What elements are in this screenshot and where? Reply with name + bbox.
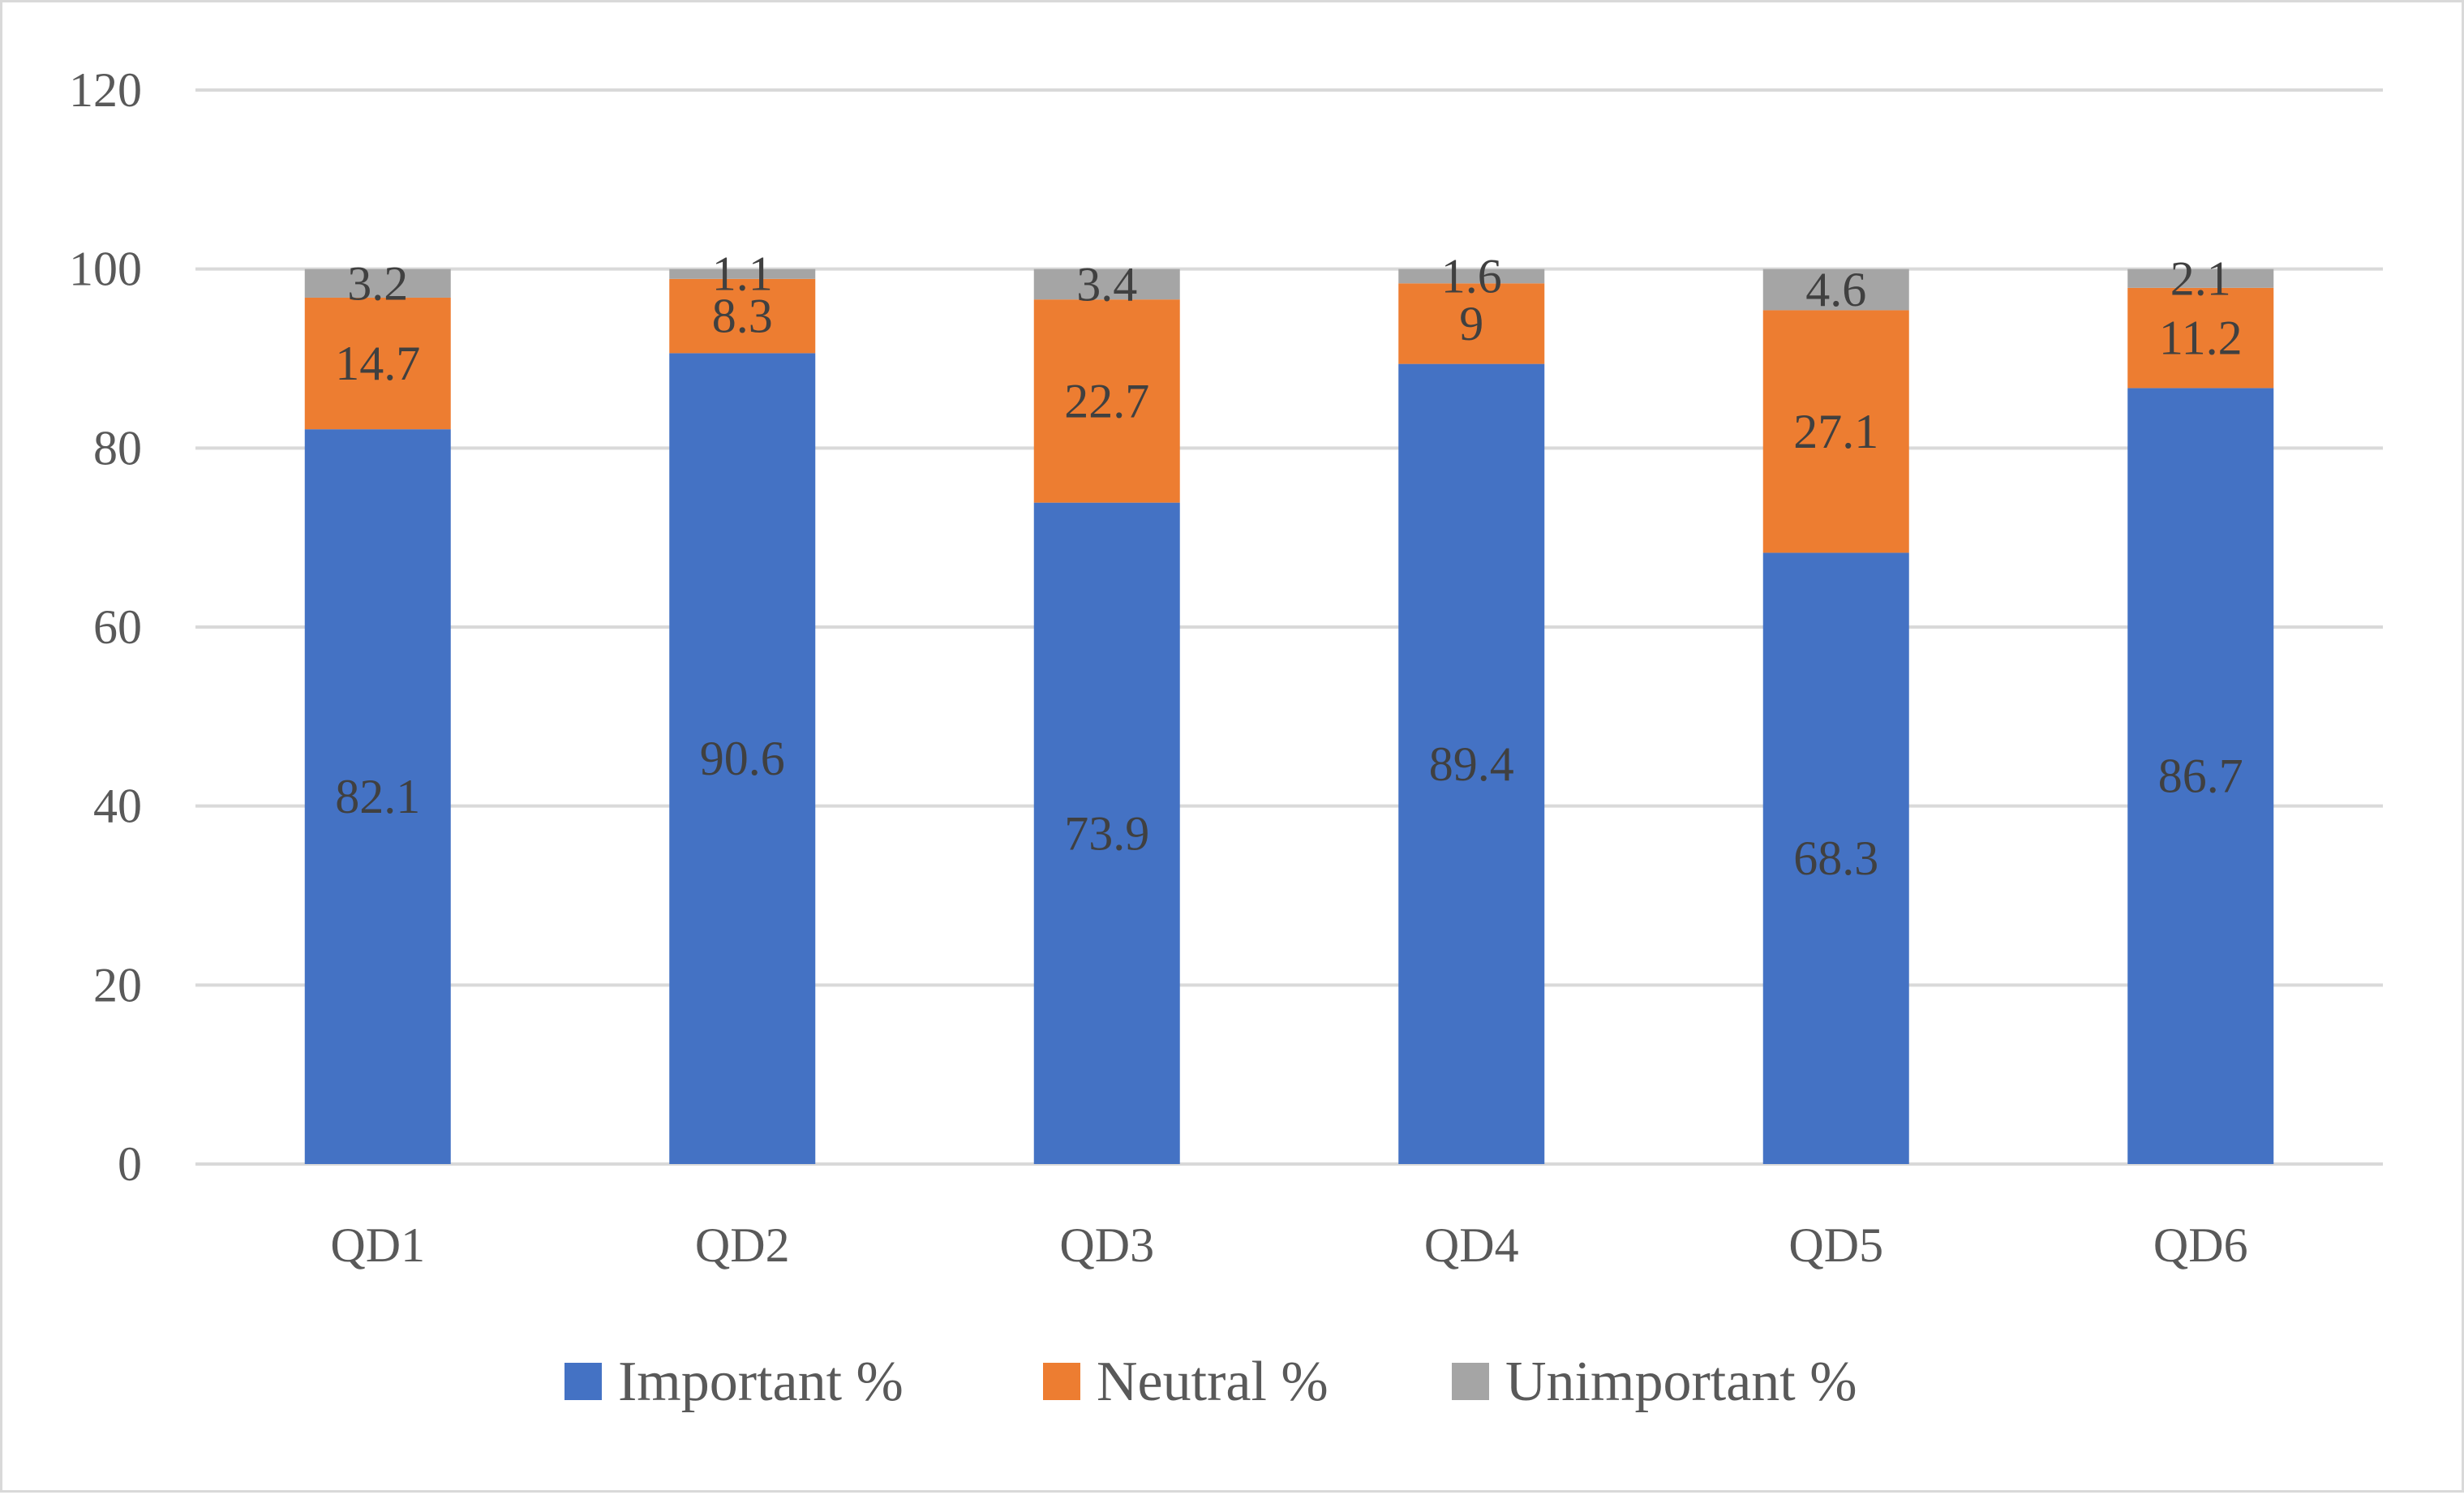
x-tick-label: QD1: [330, 1218, 425, 1272]
data-label: 14.7: [335, 337, 420, 390]
bar-qd5-unimportant: [1762, 268, 1909, 311]
legend-label-unimportant: Unimportant %: [1505, 1351, 1857, 1413]
bar-qd5-neutral: [1762, 310, 1909, 553]
bar-qd6-unimportant: [2127, 268, 2274, 288]
data-label: 86.7: [2158, 750, 2243, 803]
bar-qd4-unimportant: [1398, 268, 1545, 284]
data-label: 90.6: [700, 732, 785, 785]
data-labels: 82.1 14.7 3.2 90.6 8.31.1 73.9 22.7 3.4 89.4 91.6…: [335, 247, 2243, 885]
bar-qd4-important: [1398, 363, 1545, 1164]
bar-qd4-neutral: [1398, 283, 1545, 364]
x-axis-ticks: QD1 QD2 QD3 QD4 QD5 QD6: [330, 1218, 2247, 1272]
x-tick-label: QD3: [1059, 1218, 1154, 1272]
bar-qd1-unimportant: [304, 268, 451, 298]
bar-qd2-important: [669, 353, 816, 1164]
x-tick-label: QD6: [2153, 1218, 2248, 1272]
x-tick-label: QD4: [1424, 1218, 1519, 1272]
legend-swatch-important: [564, 1363, 602, 1400]
bar-qd2-unimportant: [669, 268, 816, 279]
bar-qd1-neutral: [304, 297, 451, 430]
y-tick-label: 0: [118, 1137, 142, 1191]
y-tick-label: 80: [93, 421, 142, 475]
data-label: 8.3: [712, 290, 773, 343]
data-label: 2.1: [2170, 251, 2231, 305]
data-label: 1.6: [1441, 249, 1502, 303]
bar-qd3-neutral: [1033, 299, 1180, 503]
data-label: 4.6: [1805, 263, 1866, 316]
legend-label-important: Important %: [618, 1351, 904, 1413]
data-label: 73.9: [1064, 806, 1149, 860]
x-tick-label: QD5: [1788, 1218, 1883, 1272]
gridlines: [195, 88, 2383, 1166]
y-tick-label: 60: [93, 600, 142, 654]
legend: Important % Neutral % Unimportant %: [564, 1351, 1857, 1413]
y-axis-ticks: 0 20 40 60 80 100 120: [69, 63, 142, 1191]
data-label: 82.1: [335, 770, 420, 823]
bar-qd3-unimportant: [1033, 268, 1180, 300]
y-tick-label: 40: [93, 780, 142, 833]
bar-qd6-important: [2127, 388, 2274, 1164]
data-label: 68.3: [1793, 831, 1878, 885]
data-label: 11.2: [2159, 311, 2243, 365]
data-label: 3.2: [347, 256, 408, 310]
bar-qd2-neutral: [669, 278, 816, 354]
data-label: 27.1: [1793, 405, 1878, 458]
x-tick-label: QD2: [695, 1218, 790, 1272]
y-tick-label: 120: [69, 63, 142, 117]
bar-qd5-important: [1762, 552, 1909, 1164]
data-label: 89.4: [1429, 737, 1514, 791]
y-tick-label: 100: [69, 243, 142, 296]
legend-label-neutral: Neutral %: [1097, 1351, 1329, 1413]
data-label: 9: [1459, 297, 1483, 350]
bars: [304, 268, 2274, 1164]
bar-qd3-important: [1033, 502, 1180, 1164]
bar-qd6-neutral: [2127, 287, 2274, 389]
data-label: 1.1: [712, 247, 773, 301]
bar-qd1-important: [304, 429, 451, 1164]
y-tick-label: 20: [93, 958, 142, 1012]
data-label: 3.4: [1076, 257, 1137, 311]
data-label: 22.7: [1064, 374, 1149, 427]
legend-swatch-unimportant: [1452, 1363, 1489, 1400]
legend-swatch-neutral: [1043, 1363, 1080, 1400]
